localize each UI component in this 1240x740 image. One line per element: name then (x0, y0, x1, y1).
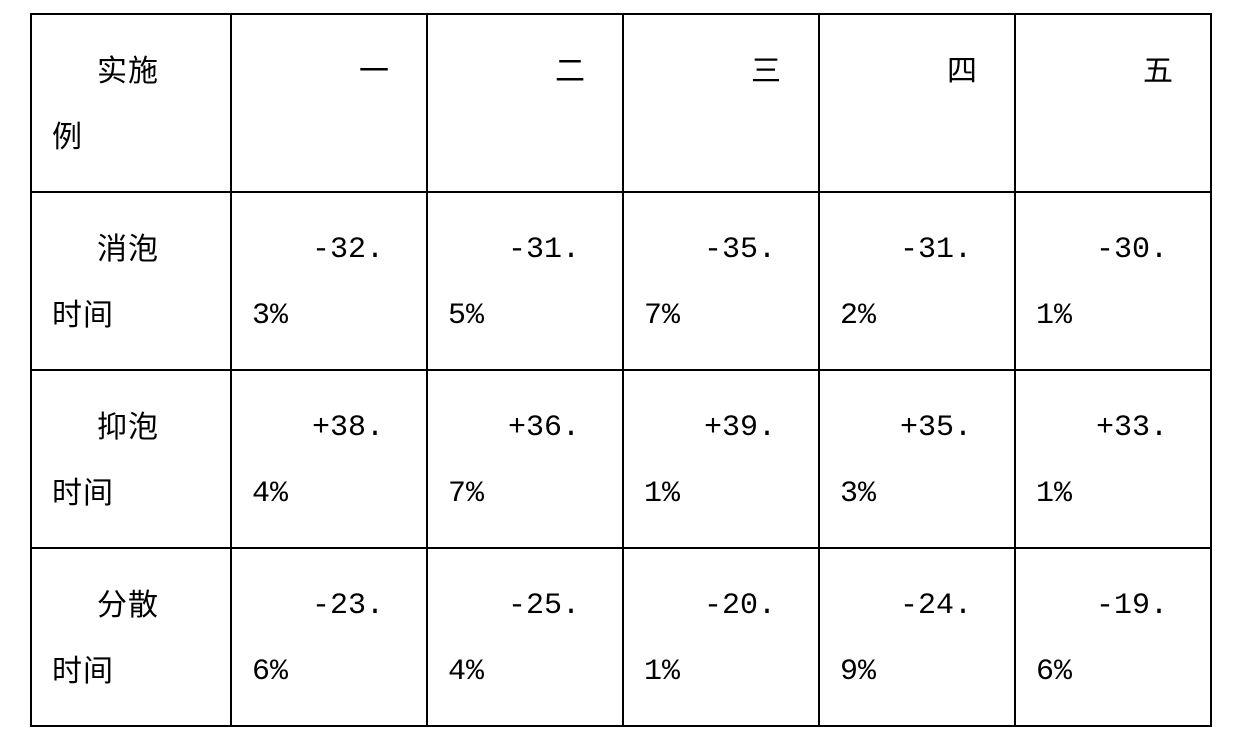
data-cell: +33. 1% (1015, 370, 1211, 548)
row-label-line1: 抑泡 (52, 395, 210, 461)
data-cell: -20. 1% (623, 548, 819, 726)
data-cell: -19. 6% (1015, 548, 1211, 726)
value-line2: 6% (1036, 639, 1190, 705)
value-line2: 1% (644, 461, 798, 527)
row-label-line1: 分散 (52, 573, 210, 639)
data-cell: -24. 9% (819, 548, 1015, 726)
data-cell: -35. 7% (623, 192, 819, 370)
value-line2: 1% (1036, 461, 1190, 527)
value-line1: +38. (252, 395, 406, 461)
value-line2: 2% (840, 283, 994, 349)
table-container: 实施 例 一 二 三 四 五 消泡 (30, 13, 1210, 727)
value-line2: 1% (644, 639, 798, 705)
header-col-value: 三 (624, 15, 818, 125)
header-col-3: 三 (623, 14, 819, 192)
data-cell: -23. 6% (231, 548, 427, 726)
value-line1: -20. (644, 573, 798, 639)
value-line1: -25. (448, 573, 602, 639)
data-cell: -30. 1% (1015, 192, 1211, 370)
row-label-line2: 时间 (52, 283, 210, 349)
table-row: 消泡 时间 -32. 3% -31. 5% -35. 7% (31, 192, 1211, 370)
table-header-row: 实施 例 一 二 三 四 五 (31, 14, 1211, 192)
value-line1: -31. (448, 217, 602, 283)
header-col-value: 五 (1016, 15, 1210, 125)
row-label-cell: 抑泡 时间 (31, 370, 231, 548)
header-label-line2: 例 (52, 105, 210, 171)
data-table: 实施 例 一 二 三 四 五 消泡 (30, 13, 1212, 727)
table-row: 抑泡 时间 +38. 4% +36. 7% +39. 1% (31, 370, 1211, 548)
row-label-line2: 时间 (52, 639, 210, 705)
row-label-line1: 消泡 (52, 217, 210, 283)
value-line2: 4% (448, 639, 602, 705)
header-col-4: 四 (819, 14, 1015, 192)
header-col-value: 二 (428, 15, 622, 125)
value-line2: 3% (840, 461, 994, 527)
value-line1: -31. (840, 217, 994, 283)
value-line2: 5% (448, 283, 602, 349)
value-line1: +39. (644, 395, 798, 461)
value-line2: 7% (644, 283, 798, 349)
data-cell: -31. 2% (819, 192, 1015, 370)
value-line1: -19. (1036, 573, 1190, 639)
value-line1: -30. (1036, 217, 1190, 283)
row-label-line2: 时间 (52, 461, 210, 527)
header-label-cell: 实施 例 (31, 14, 231, 192)
value-line2: 1% (1036, 283, 1190, 349)
value-line1: +36. (448, 395, 602, 461)
header-col-5: 五 (1015, 14, 1211, 192)
data-cell: -31. 5% (427, 192, 623, 370)
header-col-1: 一 (231, 14, 427, 192)
value-line1: -23. (252, 573, 406, 639)
row-label-cell: 分散 时间 (31, 548, 231, 726)
header-col-value: 四 (820, 15, 1014, 125)
value-line2: 7% (448, 461, 602, 527)
header-label-line1: 实施 (52, 39, 210, 105)
data-cell: -25. 4% (427, 548, 623, 726)
value-line1: +35. (840, 395, 994, 461)
value-line1: +33. (1036, 395, 1190, 461)
value-line2: 9% (840, 639, 994, 705)
data-cell: +36. 7% (427, 370, 623, 548)
value-line2: 6% (252, 639, 406, 705)
data-cell: +35. 3% (819, 370, 1015, 548)
value-line1: -24. (840, 573, 994, 639)
data-cell: +39. 1% (623, 370, 819, 548)
data-cell: +38. 4% (231, 370, 427, 548)
value-line2: 4% (252, 461, 406, 527)
data-cell: -32. 3% (231, 192, 427, 370)
table-row: 分散 时间 -23. 6% -25. 4% -20. 1% (31, 548, 1211, 726)
value-line1: -32. (252, 217, 406, 283)
value-line2: 3% (252, 283, 406, 349)
value-line1: -35. (644, 217, 798, 283)
header-col-value: 一 (232, 15, 426, 125)
header-col-2: 二 (427, 14, 623, 192)
row-label-cell: 消泡 时间 (31, 192, 231, 370)
